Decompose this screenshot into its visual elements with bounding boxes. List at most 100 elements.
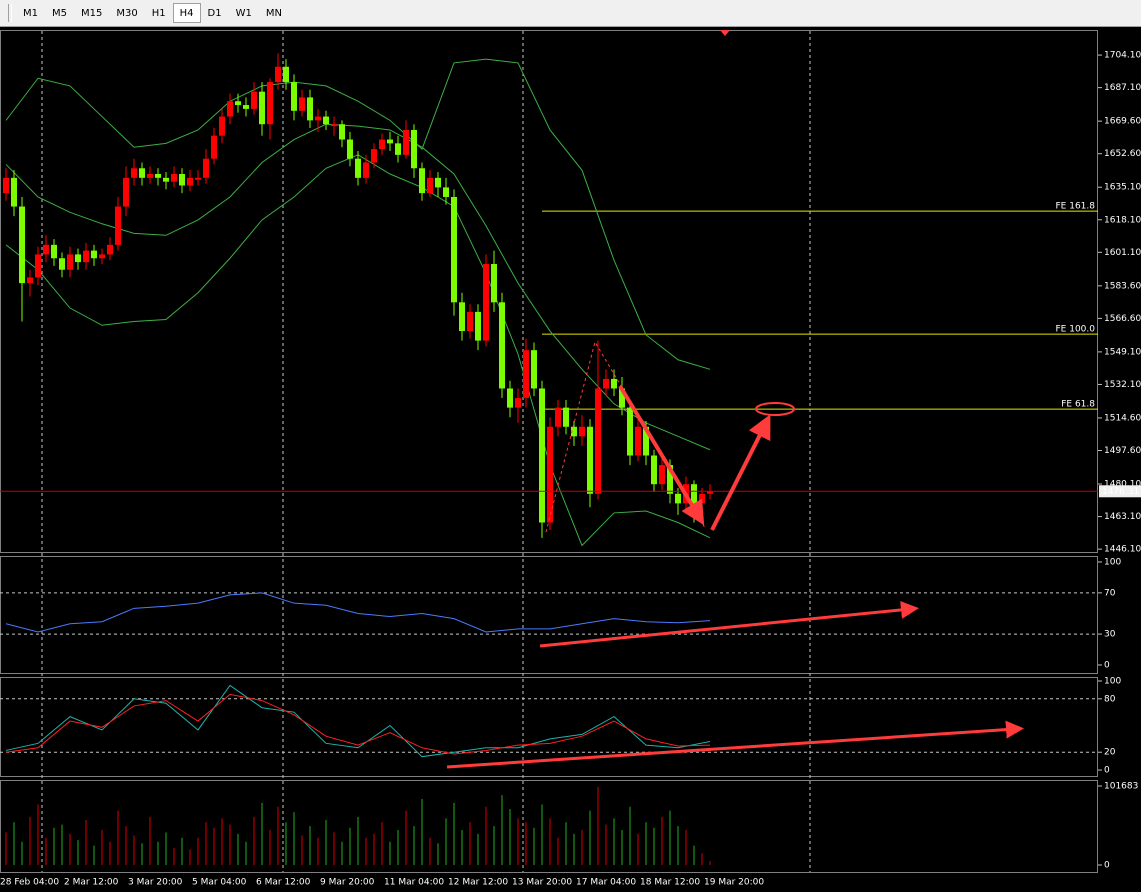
candle-body [307,97,313,121]
timeframe-button[interactable]: M1 [16,3,45,23]
candle-body [707,491,713,494]
y-tick-label: 1704.10 [1104,51,1141,61]
top-marker [720,30,730,36]
candle-body [435,177,441,188]
candle-body [91,250,97,259]
candle-body [587,426,593,494]
candle-body [675,493,681,504]
indicator-line [5,123,711,451]
timeframe-button[interactable]: M15 [74,3,109,23]
candle-body [595,388,601,494]
timeframe-button[interactable]: H4 [172,3,201,23]
timeframe-button[interactable]: M30 [109,3,144,23]
candle-body [35,254,41,278]
x-tick-label: 13 Mar 20:00 [512,878,572,888]
x-tick-label: 6 Mar 12:00 [256,878,311,888]
candle-body [139,168,145,178]
candle-body [219,116,225,136]
candle-body [83,250,89,263]
candle-body [523,350,529,399]
y-tick-label: 101683 [1104,781,1138,791]
x-tick-label: 9 Mar 20:00 [320,878,375,888]
y-tick-label: 100 [1104,557,1121,567]
candle-body [627,407,633,456]
candle-body [635,426,641,456]
candle-body [427,177,433,194]
candle-body [59,258,65,270]
y-tick-label: 1549.10 [1104,347,1141,357]
candle-body [547,426,553,523]
candle-body [251,91,257,109]
candle-body [363,162,369,178]
timeframe-button[interactable]: H1 [145,3,173,23]
candle-body [163,177,169,182]
fibo-label: FE 161.8 [1056,202,1096,212]
candle-body [107,244,113,255]
stoch-panel [0,677,1098,777]
candle-body [75,254,81,263]
indicator-line [5,58,711,370]
x-tick-label: 18 Mar 12:00 [640,878,700,888]
y-tick-label: 1687.10 [1104,83,1141,93]
candle-body [339,124,345,140]
toolbar-grip [8,4,12,22]
candle-body [355,158,361,178]
candle-body [99,254,105,259]
y-tick-label: 1618.10 [1104,215,1141,225]
volume-panel [0,780,1098,873]
candle-body [451,196,457,303]
candle-body [563,407,569,427]
candle-body [43,244,49,255]
x-tick-label: 19 Mar 20:00 [704,878,764,888]
target-ellipse [755,402,795,416]
candle-body [267,82,273,125]
candle-body [459,302,465,332]
y-tick-label: 1463.10 [1104,512,1141,522]
fibo-label: FE 100.0 [1056,325,1096,335]
vertical-grid [41,31,811,872]
y-tick-label: 1635.10 [1104,183,1141,193]
candle-body [531,350,537,389]
indicator-line [5,154,711,547]
candle-body [515,398,521,408]
candle-body [235,101,241,106]
rsi-arrow [539,600,919,648]
candle-body [387,139,393,144]
candle-body [475,311,481,341]
y-tick-label: 70 [1104,588,1116,598]
timeframe-button[interactable]: MN [259,3,289,23]
candle-body [203,158,209,178]
candle-body [347,139,353,159]
candle-body [283,66,289,83]
candle-body [291,82,297,111]
candle-body [371,149,377,163]
candle-body [491,264,497,303]
current-price-label: 1476.31 [1102,487,1139,497]
arrow-down [618,384,705,526]
candle-body [19,206,25,284]
timeframe-button[interactable]: W1 [229,3,259,23]
zigzag [545,340,706,533]
candle-body [467,311,473,332]
y-tick-label: 1497.60 [1104,446,1141,456]
x-tick-label: 5 Mar 04:00 [192,878,247,888]
candle-body [395,143,401,155]
candle-body [571,426,577,437]
candle-body [123,177,129,207]
rsi-panel [0,556,1098,674]
candle-body [227,101,233,117]
y-tick-label: 0 [1104,861,1110,871]
y-tick-label: 0 [1104,660,1110,670]
timeframe-button[interactable]: D1 [201,3,229,23]
candle-body [211,135,217,159]
indicator-line [5,684,711,758]
timeframe-button[interactable]: M5 [45,3,74,23]
candle-body [179,174,185,186]
x-tick-label: 17 Mar 04:00 [576,878,636,888]
y-tick-label: 1566.60 [1104,314,1141,324]
candle-body [643,426,649,456]
y-tick-label: 1583.60 [1104,281,1141,291]
y-tick-label: 1532.10 [1104,380,1141,390]
arrow-up [710,414,771,531]
candle-body [259,91,265,125]
